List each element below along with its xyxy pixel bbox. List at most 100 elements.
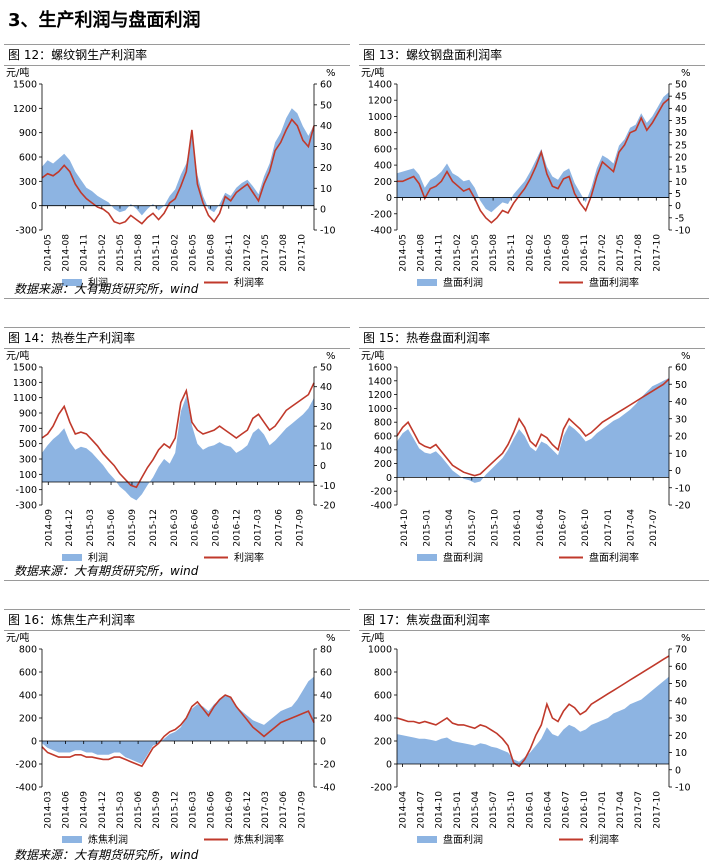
chart-svg: 元/吨 %1400120010008006004002000-200-400504… [361,66,691,289]
x-tick-label: 2015-01 [422,509,432,547]
y-tick-label: 400 [19,691,37,702]
y2-tick-label: 50 [675,679,687,690]
x-tick-label: 2016-06 [207,791,217,829]
y-tick-label: -400 [370,501,392,512]
y-tick-label: -300 [15,501,37,512]
y2-tick-label: 45 [675,92,687,103]
y-tick-label: 1100 [13,393,37,404]
x-tick-label: 2014-09 [80,791,90,829]
y2-tick-label: 50 [320,363,332,374]
x-tick-label: 2014-12 [98,791,108,829]
y2-tick-label: 10 [320,184,332,195]
area-series-盘面利润 [397,92,669,213]
y-tick-label: 600 [374,432,392,443]
x-tick-label: 2016-10 [580,791,590,829]
x-tick-label: 2015-03 [116,791,126,829]
y2-tick-label: 60 [320,668,332,679]
y-tick-label: -400 [15,783,37,794]
y-tick-label: 1300 [13,378,37,389]
y2-tick-label: -20 [320,760,336,771]
x-tick-label: 2015-11 [152,234,162,272]
y-tick-label: 1200 [13,104,37,115]
x-tick-label: 2017-02 [598,234,608,272]
y-axis-unit-right: % [681,68,691,79]
legend-label: 盘面利润 [443,833,483,846]
y2-tick-label: 50 [675,80,687,91]
line-series-盘面利润率 [397,97,670,224]
x-tick-label: 2015-06 [134,791,144,829]
x-tick-label: 2016-06 [191,509,201,547]
x-tick-label: 2014-11 [80,234,90,272]
y-tick-label: -200 [370,783,392,794]
x-tick-label: 2014-06 [62,791,72,829]
x-tick-label: 2015-10 [490,509,500,547]
y2-tick-label: 0 [675,765,681,776]
y2-tick-label: -5 [675,213,684,224]
y-axis-unit-right: % [326,633,336,644]
y2-tick-label: 60 [320,80,332,91]
x-tick-label: 2017-04 [616,791,626,829]
section-title: 3、生产利润与盘面利润 [8,10,201,31]
y2-tick-label: 40 [320,121,332,132]
chart-caption: 图 13：螺纹钢盘面利润率 [359,44,705,66]
x-tick-label: 2014-11 [435,234,445,272]
x-tick-label: 2015-08 [134,234,144,272]
y2-tick-label: 10 [675,449,687,460]
y2-tick-label: 30 [675,414,687,425]
y2-tick-label: -40 [320,783,336,794]
y-tick-label: -300 [15,226,37,237]
x-tick-label: 2016-08 [562,234,572,272]
x-tick-label: 2014-05 [43,234,53,272]
x-tick-label: 2017-07 [634,791,644,829]
x-tick-label: 2016-02 [525,234,535,272]
y-tick-label: -100 [15,485,37,496]
y-tick-label: 1400 [368,376,392,387]
y-axis-unit-left: 元/吨 [6,349,29,362]
chart-caption: 图 15：热卷盘面利润率 [359,327,705,349]
y2-tick-label: 40 [320,382,332,393]
y2-tick-label: 30 [675,714,687,725]
y-tick-label: 800 [19,645,37,656]
y-axis-unit-right: % [326,68,336,79]
y2-tick-label: 60 [675,363,687,374]
x-tick-label: 2016-10 [581,509,591,547]
y2-tick-label: 40 [675,397,687,408]
x-tick-label: 2014-07 [417,791,427,829]
y-tick-label: 1000 [368,112,392,123]
y-tick-label: 0 [386,473,392,484]
x-tick-label: 2015-02 [98,234,108,272]
legend-label: 盘面利润 [443,551,483,564]
y-tick-label: 1600 [368,363,392,374]
y2-tick-label: 10 [675,748,687,759]
legend-label: 炼焦利润率 [234,833,284,846]
x-tick-label: 2016-01 [525,791,535,829]
y-tick-label: 600 [374,144,392,155]
x-tick-label: 2016-05 [189,234,199,272]
y-tick-label: 600 [374,691,392,702]
x-tick-label: 2017-09 [297,791,307,829]
y2-tick-label: 20 [675,432,687,443]
y-tick-label: 400 [374,714,392,725]
x-tick-label: 2017-07 [649,509,659,547]
y-tick-label: -200 [370,209,392,220]
x-tick-label: 2017-05 [261,234,271,272]
chart-panel-fig17: 图 17：焦炭盘面利润率 元/吨% 1000 800 600 400 200 0 -200 70… [359,609,705,849]
y2-tick-label: 35 [675,116,687,127]
y2-tick-label: 80 [320,645,332,656]
x-tick-label: 2015-06 [107,509,117,547]
chart-panel-fig13: 图 13：螺纹钢盘面利润率 元/吨% 1400 1200 1000 800 600 400 2… [359,44,705,294]
x-tick-label: 2016-07 [562,791,572,829]
y2-tick-label: 10 [320,441,332,452]
y2-tick-label: 20 [675,731,687,742]
legend-label: 炼焦利润 [88,833,128,846]
y-tick-label: 200 [374,177,392,188]
x-tick-label: 2015-10 [507,791,517,829]
y-axis-unit-left: 元/吨 [361,631,384,644]
y2-tick-label: 20 [320,714,332,725]
y2-tick-label: 30 [320,142,332,153]
y-tick-label: 1200 [368,96,392,107]
y-tick-label: 800 [374,128,392,139]
y-tick-label: 1500 [13,363,37,374]
x-tick-label: 2015-04 [471,791,481,829]
x-tick-label: 2015-09 [128,509,138,547]
